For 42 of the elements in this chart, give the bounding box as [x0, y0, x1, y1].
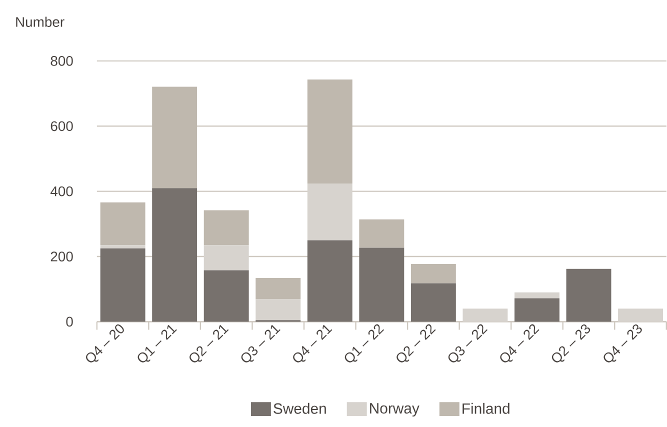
bar: [100, 248, 146, 322]
x-tick-label: Q1 – 21: [138, 325, 177, 363]
x-tick-label: Q4 – 21: [293, 325, 332, 363]
x-tick-label: Q4 – 23: [604, 324, 642, 363]
bar: [359, 248, 404, 322]
y-tick-label: 800: [50, 56, 73, 66]
bar: [100, 245, 146, 249]
bar: [256, 278, 301, 300]
bar: [462, 308, 508, 322]
bar: [204, 270, 249, 322]
bar: [359, 220, 404, 248]
bar: [410, 283, 456, 322]
x-tick-label: Q3 – 22: [448, 324, 488, 363]
x-tick-label: Q4 – 20: [86, 324, 124, 363]
bar: [100, 202, 146, 246]
bar: [410, 264, 456, 284]
y-tick-label: 200: [50, 252, 73, 262]
bar: [307, 184, 352, 240]
legend-label: Sweden: [274, 403, 326, 414]
bar: [256, 299, 301, 320]
x-tick-label: Q2 – 22: [396, 324, 436, 363]
bar: [514, 298, 560, 322]
bar: [152, 86, 198, 188]
bar: [204, 245, 249, 270]
y-tick-label: 600: [50, 121, 73, 132]
y-axis-title: Number: [16, 16, 64, 28]
x-tick-label: Q2 – 21: [190, 325, 229, 363]
bar: [204, 210, 249, 246]
x-tick-label: Q3 – 21: [241, 325, 280, 363]
legend-label: Finland: [462, 403, 510, 414]
y-tick-label: 0: [66, 316, 73, 327]
bar: [566, 269, 612, 322]
bar: [618, 308, 663, 322]
x-tick-label: Q2 – 23: [552, 324, 590, 363]
bar: [307, 240, 352, 322]
legend-label: Norway: [370, 403, 420, 417]
y-tick-label: 400: [50, 186, 73, 196]
bar: [514, 292, 560, 298]
bar: [152, 188, 198, 322]
bar: [307, 80, 352, 184]
x-tick-label: Q1 – 22: [344, 324, 384, 363]
x-tick-label: Q4 – 22: [500, 324, 540, 363]
